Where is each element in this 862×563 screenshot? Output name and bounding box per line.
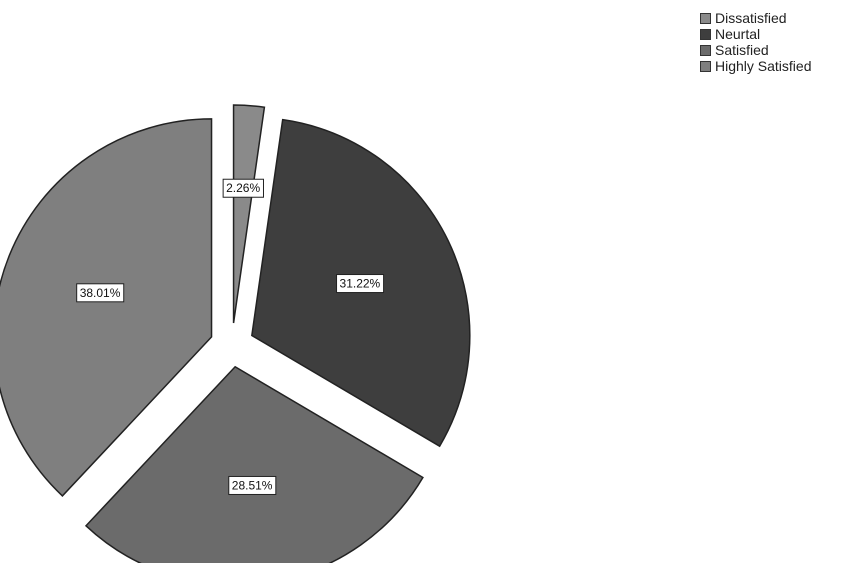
legend-label-dissatisfied: Dissatisfied <box>715 10 787 26</box>
pie-slice-satisfied <box>84 365 424 563</box>
slice-label-satisfied: 28.51% <box>228 475 277 495</box>
slice-label-highly-satisfied: 38.01% <box>76 283 125 303</box>
legend-item-dissatisfied: Dissatisfied <box>700 10 812 26</box>
slice-label-box-dissatisfied <box>222 178 264 198</box>
slice-label-box-highly-satisfied <box>76 283 125 303</box>
pie-slice-dissatisfied <box>232 104 266 324</box>
slice-label-neurtal: 31.22% <box>336 274 385 294</box>
legend-item-neurtal: Neurtal <box>700 26 812 42</box>
slice-label-text-neurtal: 31.22% <box>340 277 381 291</box>
slice-label-box-neurtal <box>336 274 385 294</box>
legend-label-neurtal: Neurtal <box>715 26 761 42</box>
slice-label-dissatisfied: 2.26% <box>222 178 264 198</box>
legend-swatch-neurtal <box>700 28 711 40</box>
slice-label-box-satisfied <box>228 475 277 495</box>
legend-swatch-dissatisfied <box>700 12 711 24</box>
legend-swatch-satisfied <box>700 44 711 56</box>
legend-label-satisfied: Satisfied <box>715 42 769 58</box>
legend-item-highly-satisfied: Highly Satisfied <box>700 58 812 74</box>
legend-swatch-highly-satisfied <box>700 60 711 72</box>
legend-item-satisfied: Satisfied <box>700 42 812 58</box>
chart-legend: Dissatisfied Neurtal Satisfied Highly Sa… <box>700 10 812 74</box>
pie-slice-highly-satisfied <box>0 118 213 497</box>
slice-label-text-highly-satisfied: 38.01% <box>80 286 121 300</box>
slice-label-text-satisfied: 28.51% <box>232 478 273 492</box>
legend-label-highly-satisfied: Highly Satisfied <box>715 58 812 74</box>
slice-label-text-dissatisfied: 2.26% <box>226 181 260 195</box>
